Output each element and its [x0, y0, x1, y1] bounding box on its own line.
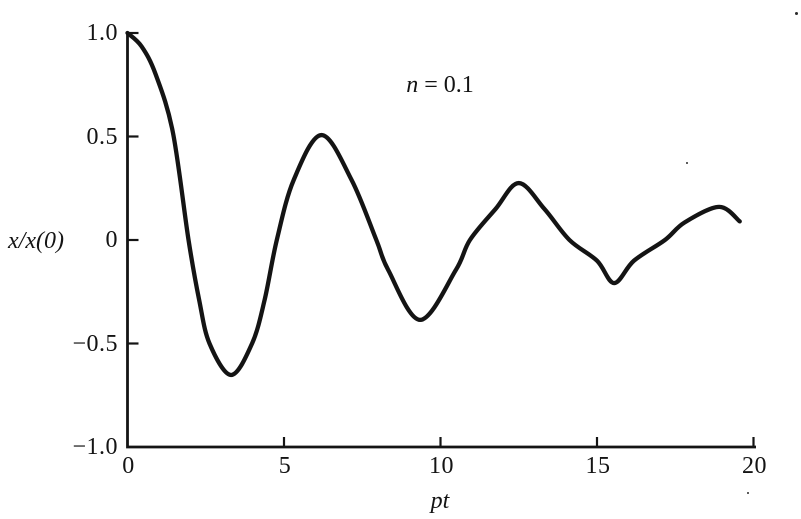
x-axis-label: pt	[430, 488, 450, 514]
x-tick-label: 15	[585, 453, 611, 479]
y-tick-label: 0	[105, 227, 118, 253]
scan-speck	[747, 492, 749, 494]
y-tick-label: −1.0	[72, 434, 118, 460]
y-tick-label: 1.0	[86, 20, 118, 46]
damping-annotation: n = 0.1	[340, 71, 540, 99]
x-tick-label: 0	[122, 453, 135, 479]
y-tick-label: 0.5	[86, 123, 118, 150]
x-tick-label: 5	[278, 453, 292, 479]
annotation-variable: n	[406, 72, 419, 98]
scan-speck	[686, 162, 688, 164]
response-curve	[125, 30, 742, 378]
y-axis-label: x/x(0)	[8, 228, 64, 254]
x-tick-label: 10	[429, 453, 454, 479]
annotation-value: = 0.1	[418, 72, 474, 98]
y-tick-label: −0.5	[72, 330, 118, 357]
scan-speck	[795, 12, 798, 15]
axes-spine	[126, 33, 756, 449]
x-tick-label: 20	[742, 453, 767, 479]
